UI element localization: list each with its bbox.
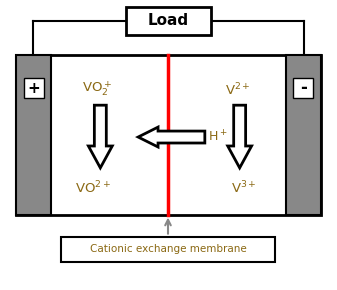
Text: Load: Load	[148, 13, 189, 28]
Polygon shape	[138, 127, 205, 147]
Text: +: +	[27, 81, 40, 96]
Text: $\mathregular{V^{3+}}$: $\mathregular{V^{3+}}$	[231, 180, 256, 196]
Text: Cationic exchange membrane: Cationic exchange membrane	[90, 244, 246, 255]
FancyBboxPatch shape	[126, 7, 211, 35]
Bar	[294, 78, 313, 98]
Bar	[16, 55, 321, 215]
Polygon shape	[88, 105, 112, 168]
Polygon shape	[228, 105, 252, 168]
Text: $\mathregular{H^+}$: $\mathregular{H^+}$	[208, 129, 227, 145]
Bar	[16, 55, 51, 215]
Bar	[61, 237, 275, 262]
Text: $\mathregular{V^{2+}}$: $\mathregular{V^{2+}}$	[225, 81, 250, 98]
Bar	[286, 55, 321, 215]
Text: $\mathregular{VO^{2+}}$: $\mathregular{VO^{2+}}$	[75, 180, 112, 196]
Bar	[24, 78, 43, 98]
Text: $\mathregular{VO_2^+}$: $\mathregular{VO_2^+}$	[82, 79, 113, 98]
Text: -: -	[300, 79, 307, 97]
